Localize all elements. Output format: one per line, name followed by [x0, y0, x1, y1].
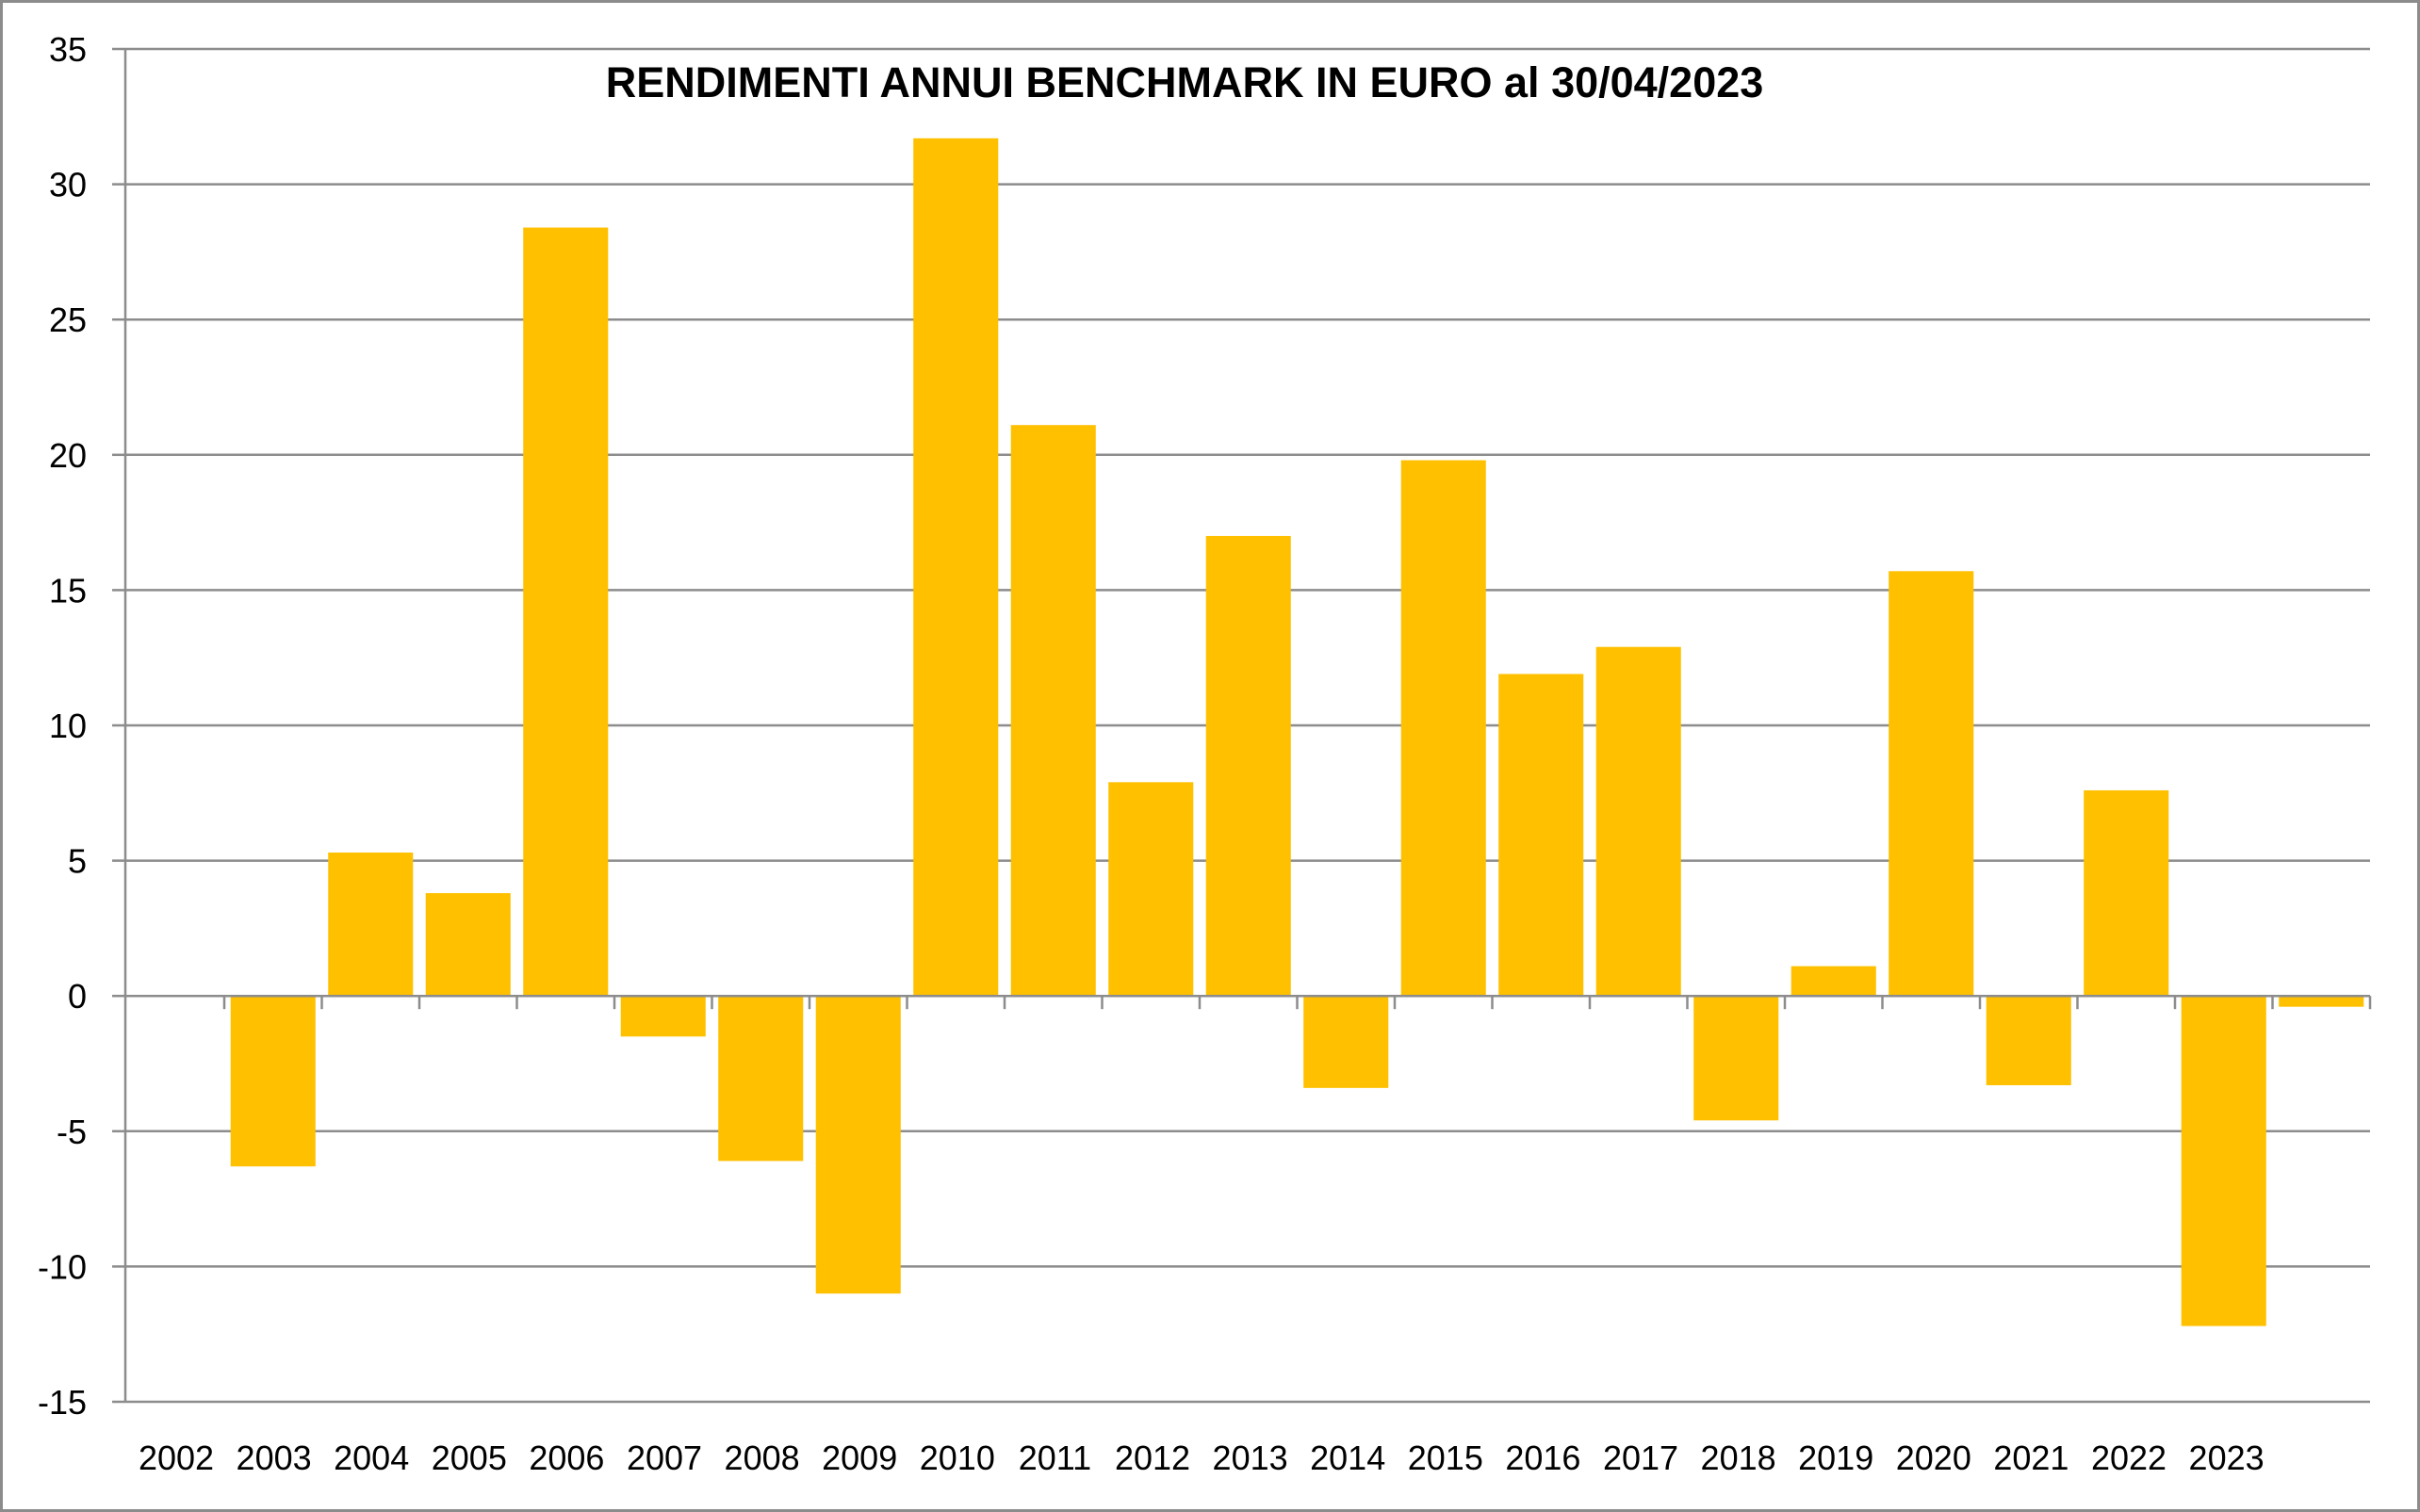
bar-2020	[1986, 996, 2071, 1085]
bar-2011	[1108, 782, 1194, 997]
bar-2006	[620, 996, 706, 1037]
x-tick-label: 2010	[920, 1439, 995, 1477]
x-tick-label: 2004	[334, 1439, 409, 1477]
y-axis-tick-labels: 35 30 25 20 15 10 5 0 -5 -10 -15	[38, 30, 87, 1422]
bar-2005	[523, 227, 609, 997]
bar-2013	[1303, 996, 1389, 1088]
y-tick-label: 5	[68, 842, 87, 881]
x-tick-label: 2017	[1603, 1439, 1678, 1477]
x-tick-label: 2021	[1993, 1439, 2068, 1477]
bar-2010	[1010, 425, 1096, 997]
bar-2016	[1595, 646, 1681, 997]
y-tick-label: 25	[49, 301, 87, 339]
y-tick-label: 10	[49, 707, 87, 745]
axes	[123, 49, 2372, 1402]
x-tick-label: 2015	[1408, 1439, 1483, 1477]
x-tick-label: 2011	[1019, 1439, 1091, 1477]
bar-2018	[1790, 966, 1876, 997]
bar-2008	[815, 996, 901, 1294]
bar-2019	[1889, 571, 1974, 997]
x-tick-label: 2006	[529, 1439, 604, 1477]
y-tick-label: -10	[38, 1247, 87, 1286]
x-tick-label: 2019	[1798, 1439, 1873, 1477]
y-tick-label: 0	[68, 977, 87, 1016]
x-tick-label: 2012	[1115, 1439, 1190, 1477]
bar-2004	[425, 893, 511, 997]
x-tick-label: 2020	[1896, 1439, 1971, 1477]
bar-2014	[1400, 460, 1486, 997]
y-tick-label: 15	[49, 571, 87, 610]
bar-2023	[2279, 996, 2364, 1007]
bars	[230, 138, 2364, 1326]
x-tick-label: 2008	[725, 1439, 800, 1477]
bar-2012	[1205, 535, 1291, 997]
bar-2002	[230, 996, 316, 1167]
x-tick-label: 2016	[1505, 1439, 1580, 1477]
x-tick-label: 2009	[822, 1439, 897, 1477]
x-tick-label: 2002	[139, 1439, 214, 1477]
x-tick-label: 2014	[1310, 1439, 1385, 1477]
chart-title: RENDIMENTI ANNUI BENCHMARK IN EURO al 30…	[606, 58, 1764, 106]
x-axis-tick-labels: 2002 2003 2004 2005 2006 2007 2008 2009 2010 2011…	[139, 1439, 2265, 1477]
y-tick-label: 30	[49, 166, 87, 204]
y-tick-label: 35	[49, 30, 87, 69]
bar-2021	[2084, 789, 2169, 997]
x-tick-label: 2007	[627, 1439, 702, 1477]
x-tick-label: 2005	[432, 1439, 507, 1477]
bar-2017	[1693, 996, 1779, 1121]
bar-2015	[1498, 674, 1584, 997]
x-tick-label: 2003	[237, 1439, 312, 1477]
x-tick-label: 2023	[2189, 1439, 2265, 1477]
x-tick-label: 2013	[1213, 1439, 1288, 1477]
bar-2003	[328, 852, 414, 997]
bar-2007	[718, 996, 804, 1162]
x-tick-label: 2018	[1701, 1439, 1776, 1477]
bar-2022	[2181, 996, 2266, 1326]
x-tick-label: 2022	[2091, 1439, 2167, 1477]
bar-2009	[913, 138, 999, 997]
y-tick-label: -5	[57, 1113, 87, 1151]
y-tick-label: 20	[49, 436, 87, 475]
y-tick-label: -15	[38, 1383, 87, 1422]
